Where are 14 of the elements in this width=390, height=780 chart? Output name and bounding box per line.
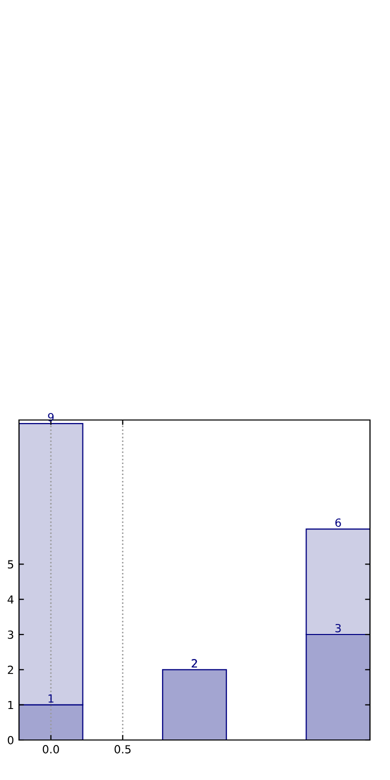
data-label: 1 <box>48 694 54 703</box>
total-label: 9 <box>48 412 54 422</box>
x-tick-label: 0.0 <box>42 745 59 754</box>
y-tick-label: 1 <box>8 700 14 710</box>
y-tick-label: 3 <box>8 630 14 639</box>
y-tick-label: 4 <box>8 595 14 604</box>
y-tick-label: 2 <box>8 666 14 674</box>
data-label: 3 <box>335 624 341 632</box>
bar <box>162 669 227 740</box>
x-tick-label: 0.5 <box>114 745 131 754</box>
total-label: 2 <box>192 659 197 668</box>
y-tick-label: 0 <box>8 736 14 744</box>
y-tick-label: 5 <box>8 560 14 569</box>
total-label: 6 <box>335 518 341 527</box>
